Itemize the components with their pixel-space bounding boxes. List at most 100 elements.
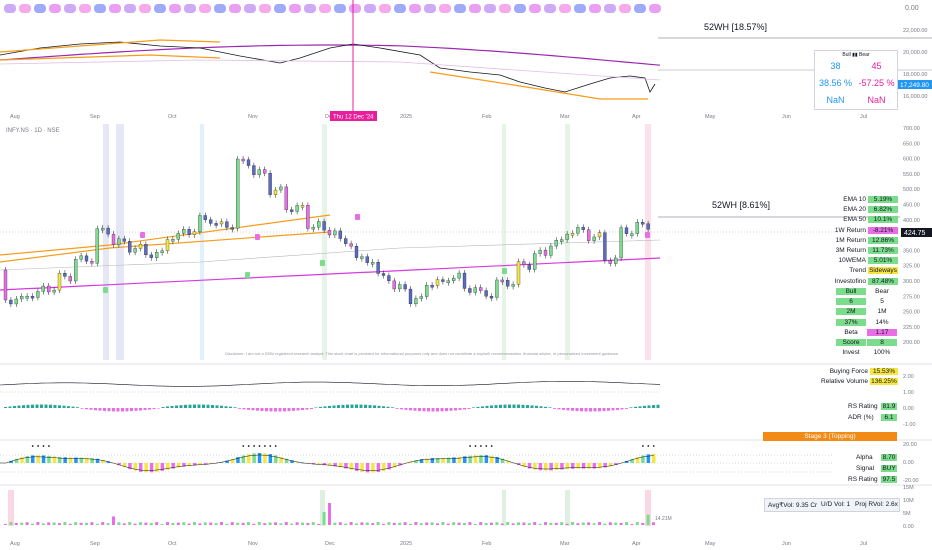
pane3-bar [338, 463, 343, 468]
signal-marker [502, 268, 507, 274]
main-axis-label: 350.00 [903, 248, 920, 254]
candle-body [365, 256, 369, 263]
pane2-bar [530, 405, 534, 408]
pane3-bar [598, 463, 602, 469]
pane3-bar [155, 463, 159, 472]
candle-body [533, 253, 537, 270]
candle-body [511, 284, 515, 287]
trend-strip [4, 4, 661, 13]
vol-bar [349, 522, 353, 525]
strip-pill [649, 4, 661, 13]
crosshair-date-bg [330, 111, 377, 121]
pane2-bar [251, 408, 255, 411]
vol-bar [452, 522, 456, 525]
pane3-bar [290, 460, 294, 463]
strip-pill [34, 4, 46, 13]
candle-body [279, 186, 283, 191]
candle-body [74, 259, 78, 282]
pane2-bar [508, 404, 511, 408]
pane3-bar [279, 456, 283, 463]
strip-pill [424, 4, 436, 13]
top-orange-lower [0, 54, 221, 61]
pane3-bar [328, 463, 332, 466]
pane3-dot [469, 445, 471, 447]
pane3-bar [166, 463, 170, 470]
bottom-month-label: Nov [248, 541, 258, 547]
main-axis-label: 500.00 [903, 187, 920, 193]
pane3-bar [446, 457, 451, 463]
vol-bar [182, 522, 186, 525]
stat-label: 10WEMA [838, 257, 866, 265]
pane2-axis: 2.00 1.00 0.00 -1.00 [903, 374, 916, 428]
pane2-bar [364, 404, 367, 408]
pane2-bar [490, 405, 493, 408]
bull-cell: 37% [836, 318, 866, 326]
bear-pct: -57.25 % [858, 78, 895, 88]
pane2-bar [589, 408, 592, 412]
pane3-bar [652, 453, 656, 463]
pane3-bar [500, 458, 505, 463]
pane2-line [0, 381, 661, 387]
candle-body [376, 261, 380, 274]
pane3-bar [14, 458, 19, 463]
pane2-bar [121, 408, 124, 412]
pane3-bar [506, 460, 510, 463]
vol-bar [576, 523, 580, 525]
strip-pill [79, 4, 91, 13]
pane2-bar [611, 408, 615, 411]
stat-label: Trend [849, 267, 866, 275]
stat-value: -8.21% [868, 226, 898, 234]
vol-bar [220, 522, 223, 525]
candle-body [565, 233, 569, 240]
pane2-bar [166, 406, 169, 408]
candle-body [506, 280, 510, 287]
pane3-bar [392, 463, 397, 468]
pane3-bar [587, 463, 591, 469]
pane2-bar [197, 404, 201, 408]
pane3-bar [630, 458, 634, 463]
strip-pill [274, 4, 286, 13]
pane3-bar [592, 463, 597, 469]
candle-body [435, 279, 440, 286]
pane3-bar [441, 457, 445, 463]
stat-label: EMA 50 [843, 216, 866, 224]
vol-bar [9, 522, 13, 525]
vol-bar [263, 523, 267, 525]
strip-pill [409, 4, 421, 13]
vol-bar [392, 522, 396, 525]
pane3-bar [376, 463, 381, 472]
vol-bar [398, 522, 402, 525]
stat-row: 10WEMA 5.01% [820, 257, 898, 267]
pane2-bar [521, 404, 525, 408]
stat-row: 1M Return 12.86% [820, 236, 898, 247]
top-price-tag-bg [898, 80, 932, 89]
candle-body [468, 288, 472, 293]
bull-bear-table: Bull Bear 6 5 2M 1M 37% 14% Beta 1.17 Score 8 Invest… [836, 288, 898, 359]
candle-body [101, 227, 105, 231]
bull-bear-header: Bull ▮▮ Bear [842, 52, 870, 58]
strip-pill [589, 4, 601, 13]
candle-body [79, 255, 83, 260]
top-month-label: Apr [632, 114, 641, 120]
pane2-bar [242, 408, 246, 410]
pane2-bar [53, 404, 57, 408]
vol-band [502, 490, 506, 526]
pane3-bar [560, 463, 564, 470]
pane2-bar [224, 406, 228, 408]
pane3-bar [398, 463, 402, 466]
candle-body [457, 272, 461, 279]
vol-bar [463, 522, 466, 525]
bb-row: Beta 1.17 [836, 328, 898, 339]
vol-bar [230, 522, 234, 525]
stat-value: 10.1% [868, 216, 898, 224]
candle-body [155, 252, 159, 258]
buying-force-label: Buying Force [829, 368, 868, 375]
strip-pill [604, 4, 616, 13]
pane3-dot [258, 445, 261, 447]
vol-bar [333, 522, 337, 525]
pane3-bar [90, 458, 94, 463]
top-month-label: Mar [560, 114, 570, 120]
pane3-bar [614, 463, 618, 465]
stat-value: 87.48% [868, 277, 898, 285]
